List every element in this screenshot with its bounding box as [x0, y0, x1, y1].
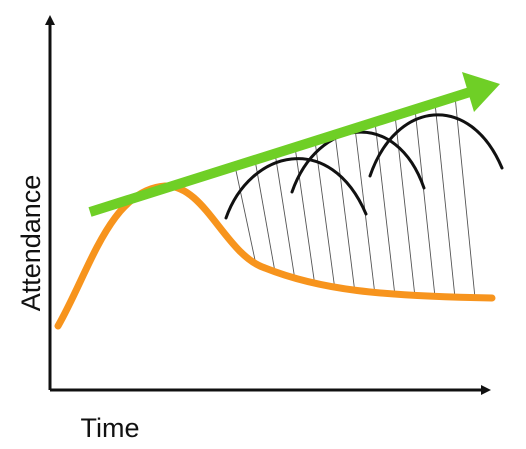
orange-curve [54, 182, 496, 330]
x-axis-label: Time [81, 413, 140, 443]
axes [45, 15, 491, 395]
y-axis-label: Attendance [16, 175, 46, 312]
green-arrow [88, 72, 500, 217]
hatching [234, 95, 476, 299]
